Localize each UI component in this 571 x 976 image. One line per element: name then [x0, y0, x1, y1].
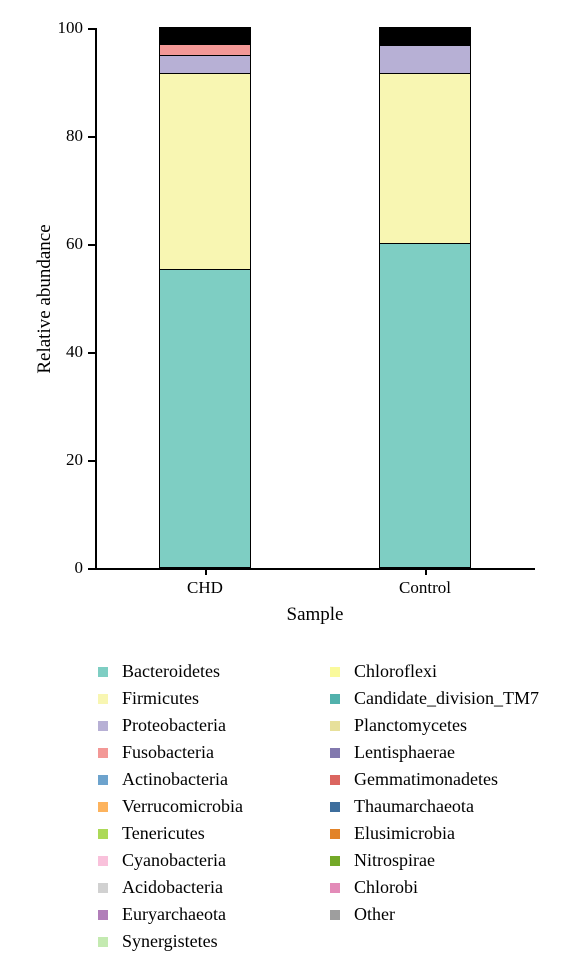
legend-swatch [330, 883, 340, 893]
legend-swatch [98, 910, 108, 920]
legend-swatch [98, 856, 108, 866]
y-tick [88, 352, 95, 354]
legend-swatch [330, 721, 340, 731]
y-tick-label: 20 [47, 450, 83, 470]
legend-swatch [330, 856, 340, 866]
legend-swatch [98, 694, 108, 704]
legend-label: Chloroflexi [354, 661, 437, 682]
chart-page: 020406080100 CHDControl Relative abundan… [0, 0, 571, 976]
legend-label: Nitrospirae [354, 850, 435, 871]
legend-label: Verrucomicrobia [122, 796, 243, 817]
legend-swatch [330, 667, 340, 677]
legend-item: Cyanobacteria [98, 847, 330, 874]
legend-swatch [330, 775, 340, 785]
legend-item: Elusimicrobia [330, 820, 562, 847]
y-tick [88, 568, 95, 570]
x-category-label: CHD [145, 578, 265, 598]
segment-Firmicutes [379, 73, 471, 244]
legend-item: Firmicutes [98, 685, 330, 712]
legend-label: Proteobacteria [122, 715, 226, 736]
legend-item: Nitrospirae [330, 847, 562, 874]
legend-swatch [98, 802, 108, 812]
legend-swatch [98, 667, 108, 677]
legend-label: Thaumarchaeota [354, 796, 474, 817]
legend-item: Bacteroidetes [98, 658, 330, 685]
x-tick [425, 568, 427, 575]
legend-swatch [330, 748, 340, 758]
x-axis-label: Sample [255, 604, 375, 626]
legend-item: Other [330, 901, 562, 928]
legend-swatch [330, 910, 340, 920]
legend-label: Actinobacteria [122, 769, 228, 790]
y-tick [88, 244, 95, 246]
legend-item: Planctomycetes [330, 712, 562, 739]
legend-label: Cyanobacteria [122, 850, 226, 871]
legend-swatch [98, 883, 108, 893]
legend-item: Proteobacteria [98, 712, 330, 739]
legend-label: Bacteroidetes [122, 661, 220, 682]
y-tick [88, 460, 95, 462]
legend-label: Tenericutes [122, 823, 205, 844]
legend-swatch [98, 721, 108, 731]
legend-item: Tenericutes [98, 820, 330, 847]
legend-label: Fusobacteria [122, 742, 214, 763]
segment-Bacteroidetes [379, 243, 471, 568]
legend-swatch [330, 694, 340, 704]
legend-label: Synergistetes [122, 931, 218, 952]
segment-Proteobacteria [159, 55, 251, 74]
legend-label: Elusimicrobia [354, 823, 455, 844]
legend-swatch [98, 937, 108, 947]
legend-label: Other [354, 904, 395, 925]
legend-swatch [98, 829, 108, 839]
legend-label: Acidobacteria [122, 877, 223, 898]
x-category-label: Control [365, 578, 485, 598]
y-axis-label: Relative abundance [34, 199, 56, 399]
legend-label: Euryarchaeota [122, 904, 226, 925]
legend-label: Gemmatimonadetes [354, 769, 498, 790]
legend-swatch [98, 748, 108, 758]
segment-Proteobacteria [379, 45, 471, 74]
legend-item: Lentisphaerae [330, 739, 562, 766]
legend-item: Verrucomicrobia [98, 793, 330, 820]
legend-item: Gemmatimonadetes [330, 766, 562, 793]
legend-item: Synergistetes [98, 928, 330, 955]
bar-Control [379, 28, 471, 568]
legend-label: Chlorobi [354, 877, 418, 898]
y-tick [88, 136, 95, 138]
legend-label: Candidate_division_TM7 [354, 688, 539, 709]
legend-item: Candidate_division_TM7 [330, 685, 562, 712]
y-axis [95, 28, 97, 568]
legend-label: Planctomycetes [354, 715, 467, 736]
legend-item: Fusobacteria [98, 739, 330, 766]
legend-swatch [330, 829, 340, 839]
legend-item: Euryarchaeota [98, 901, 330, 928]
x-axis [95, 568, 535, 570]
legend-label: Firmicutes [122, 688, 199, 709]
legend-item: Acidobacteria [98, 874, 330, 901]
bar-CHD [159, 28, 251, 568]
legend-item: Chloroflexi [330, 658, 562, 685]
y-tick-label: 0 [47, 558, 83, 578]
legend: Bacteroidetes Firmicutes Proteobacteria Fus… [98, 658, 562, 955]
legend-label: Lentisphaerae [354, 742, 455, 763]
segment-Bacteroidetes [159, 269, 251, 568]
x-tick [205, 568, 207, 575]
legend-item: Actinobacteria [98, 766, 330, 793]
segment-Firmicutes [159, 73, 251, 270]
legend-swatch [98, 775, 108, 785]
legend-item: Thaumarchaeota [330, 793, 562, 820]
legend-swatch [330, 802, 340, 812]
y-tick-label: 80 [47, 126, 83, 146]
y-tick [88, 28, 95, 30]
y-tick-label: 100 [47, 18, 83, 38]
legend-item: Chlorobi [330, 874, 562, 901]
